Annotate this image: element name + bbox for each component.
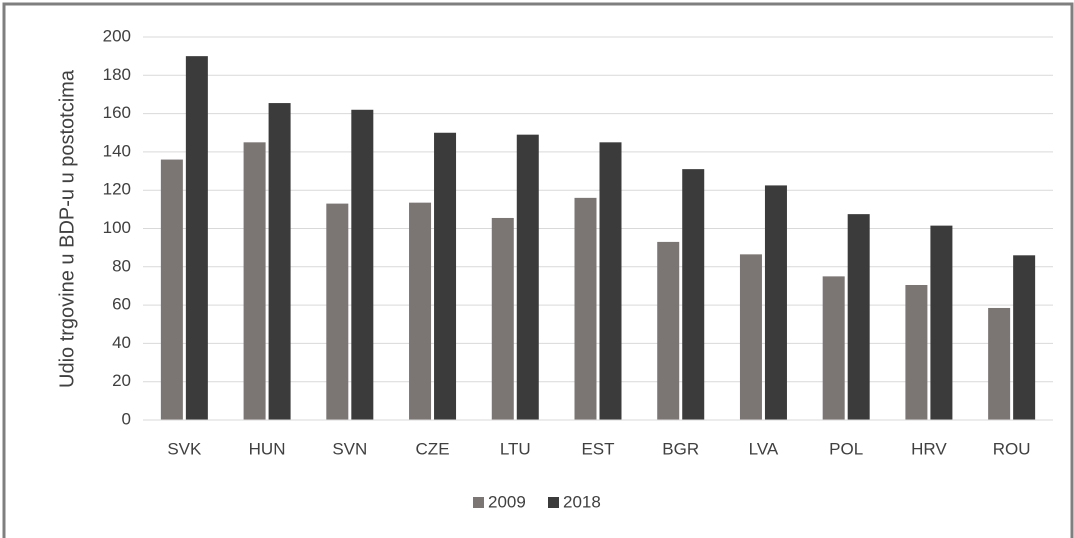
bar bbox=[682, 169, 705, 420]
x-tick-label: ROU bbox=[993, 439, 1031, 458]
bar bbox=[491, 217, 514, 420]
x-tick-label: LTU bbox=[500, 439, 531, 458]
y-tick-label: 100 bbox=[103, 218, 131, 237]
y-tick-label: 20 bbox=[112, 371, 131, 390]
y-tick-label: 200 bbox=[103, 26, 131, 45]
x-tick-label: EST bbox=[581, 439, 614, 458]
bar bbox=[160, 159, 183, 420]
bar bbox=[268, 103, 291, 420]
y-tick-label: 0 bbox=[122, 409, 131, 428]
bar bbox=[764, 185, 787, 420]
y-tick-label: 80 bbox=[112, 256, 131, 275]
bar bbox=[243, 142, 266, 420]
bar bbox=[434, 132, 457, 420]
bar bbox=[988, 307, 1011, 420]
y-tick-label: 40 bbox=[112, 333, 131, 352]
y-axis-title: Udio trgovine u BDP-u u postotcima bbox=[56, 69, 78, 388]
x-tick-label: HUN bbox=[249, 439, 286, 458]
bar bbox=[930, 225, 953, 420]
legend-label: 2009 bbox=[488, 492, 526, 511]
bar bbox=[185, 56, 208, 421]
y-tick-label: 160 bbox=[103, 103, 131, 122]
x-tick-label: HRV bbox=[911, 439, 947, 458]
bar bbox=[822, 276, 845, 420]
x-tick-label: LVA bbox=[749, 439, 779, 458]
bar bbox=[739, 254, 762, 420]
bar bbox=[1013, 255, 1036, 420]
x-tick-label: BGR bbox=[662, 439, 699, 458]
bar bbox=[599, 142, 622, 420]
bar bbox=[326, 203, 349, 420]
y-tick-label: 140 bbox=[103, 141, 131, 160]
y-tick-label: 120 bbox=[103, 180, 131, 199]
legend-swatch bbox=[473, 497, 484, 508]
x-tick-label: SVN bbox=[332, 439, 367, 458]
bar bbox=[516, 134, 539, 421]
y-tick-label: 60 bbox=[112, 295, 131, 314]
bar bbox=[409, 202, 432, 420]
bar bbox=[847, 214, 870, 420]
bar bbox=[905, 284, 928, 420]
bar bbox=[351, 109, 374, 421]
x-tick-label: POL bbox=[829, 439, 863, 458]
y-tick-label: 180 bbox=[103, 65, 131, 84]
bar bbox=[574, 197, 597, 420]
bar bbox=[657, 241, 680, 420]
legend-swatch bbox=[548, 497, 559, 508]
x-tick-label: CZE bbox=[416, 439, 450, 458]
legend-label: 2018 bbox=[563, 492, 601, 511]
x-tick-label: SVK bbox=[167, 439, 202, 458]
